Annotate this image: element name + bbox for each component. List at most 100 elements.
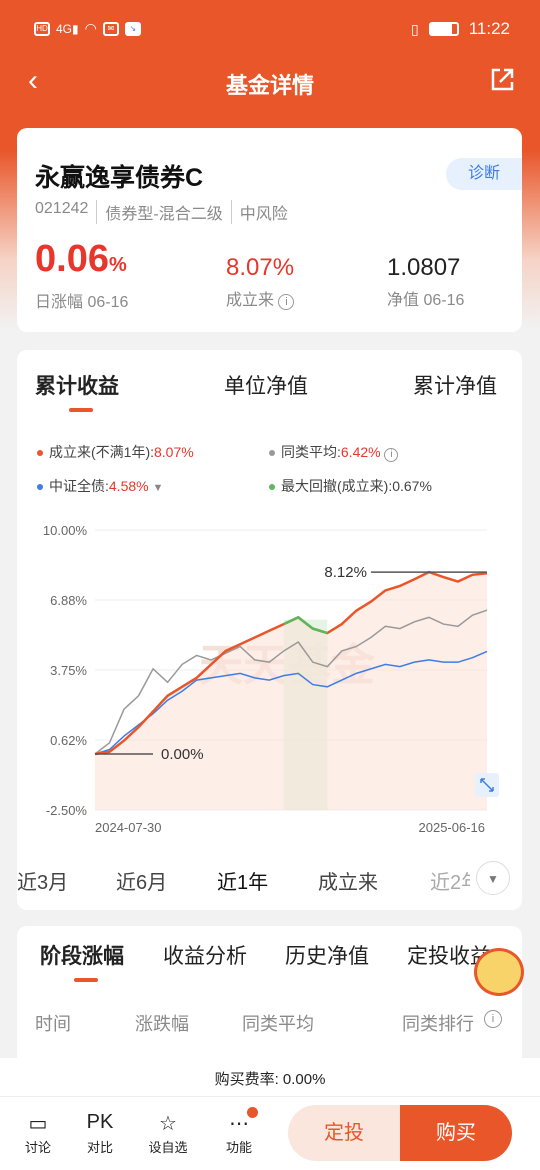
fund-name: 永赢逸享债券C bbox=[35, 164, 204, 192]
nav-bar: ‹ 基金详情 bbox=[0, 58, 540, 104]
more-ranges-button[interactable]: ▼ bbox=[476, 861, 510, 895]
functions-button[interactable]: ⋯ 功能 bbox=[214, 1107, 264, 1156]
daily-change-stat: 0.06% 日涨幅 06-16 bbox=[35, 240, 128, 312]
chat-icon: ▭ bbox=[28, 1113, 48, 1135]
range-since[interactable]: 成立来 bbox=[318, 872, 378, 894]
fund-risk: 中风险 bbox=[230, 200, 296, 224]
star-icon: ☆ bbox=[159, 1113, 177, 1135]
legend-item-index[interactable]: 中证全债:4.58% ▼ bbox=[37, 476, 163, 496]
info-icon[interactable]: i bbox=[384, 448, 399, 462]
legend-value: 8.07% bbox=[154, 444, 194, 460]
peak-annotation: 8.12% bbox=[324, 564, 367, 581]
legend-value: 6.42% bbox=[340, 444, 381, 460]
compare-label: 对比 bbox=[86, 1140, 113, 1155]
bottom-panel: 购买费率: 0.00% ▭ 讨论 PK 对比 ☆ 设自选 ⋯ 功能 定投 购买 bbox=[0, 1058, 540, 1170]
nav-stat: 1.0807 净值 06-16 bbox=[387, 254, 464, 310]
legend-label: 成立来(不满1年): bbox=[49, 444, 154, 460]
x-tick-label: 2025-06-16 bbox=[419, 820, 486, 835]
tab-dingtou-return[interactable]: 定投收益 bbox=[407, 945, 491, 968]
add-watchlist-label: 设自选 bbox=[148, 1140, 188, 1155]
x-tick-label: 2024-07-30 bbox=[95, 820, 162, 835]
back-icon[interactable]: ‹ bbox=[28, 64, 38, 97]
fund-type: 债券型-混合二级 bbox=[96, 200, 230, 224]
tab-return-analysis[interactable]: 收益分析 bbox=[163, 945, 247, 968]
notification-dot bbox=[247, 1107, 258, 1118]
info-icon[interactable]: i bbox=[484, 1010, 502, 1028]
y-tick-label: 0.62% bbox=[50, 733, 87, 748]
fund-code: 021242 bbox=[35, 200, 89, 217]
col-rank: 同类排行 bbox=[402, 1014, 474, 1034]
signal-icon: 4G▮ bbox=[56, 21, 79, 36]
legend-item-fund: 成立来(不满1年):8.07% bbox=[37, 442, 194, 462]
compare-button[interactable]: PK 对比 bbox=[75, 1111, 125, 1156]
daily-change-unit: % bbox=[108, 254, 127, 276]
clock: 11:22 bbox=[468, 19, 510, 38]
pk-icon: PK bbox=[86, 1111, 114, 1133]
wifi-icon: ◠ bbox=[84, 20, 97, 36]
fund-meta: 021242 债券型-混合二级 中风险 bbox=[35, 200, 296, 224]
nav-label: 净值 06-16 bbox=[387, 292, 465, 309]
return-chart[interactable]: 天天基金 10.00%6.88%3.75%0.62%-2.50%2024-07-… bbox=[17, 500, 522, 850]
tab-stage-return[interactable]: 阶段涨幅 bbox=[40, 945, 124, 968]
range-3m[interactable]: 近3月 bbox=[17, 872, 69, 894]
chart-tabs: 累计收益 单位净值 累计净值 bbox=[17, 370, 522, 406]
period-card: 阶段涨幅 收益分析 历史净值 定投收益 时间 涨跌幅 同类平均 同类排行 i bbox=[17, 926, 522, 1066]
drawdown-line bbox=[283, 615, 328, 635]
tab-cumulative-nav[interactable]: 累计净值 bbox=[413, 375, 497, 398]
vibrate-icon: ▯ bbox=[411, 20, 419, 37]
legend-item-drawdown: 最大回撤(成立来):0.67% bbox=[269, 476, 432, 496]
mail-icon: ✉ bbox=[102, 21, 119, 36]
since-inception-value: 8.07% bbox=[226, 254, 295, 281]
legend-value: 0.67% bbox=[392, 478, 432, 494]
range-1y[interactable]: 近1年 bbox=[217, 872, 269, 894]
app-icon: ↘ bbox=[124, 21, 141, 36]
legend-label: 同类平均: bbox=[281, 444, 341, 460]
series-line-index bbox=[94, 650, 488, 755]
tab-underline bbox=[69, 408, 93, 412]
since-inception-stat: 8.07% 成立来 i bbox=[226, 254, 295, 310]
fee-text: 购买费率: 0.00% bbox=[214, 1071, 326, 1088]
discuss-button[interactable]: ▭ 讨论 bbox=[13, 1111, 63, 1156]
daily-change-label: 日涨幅 06-16 bbox=[35, 294, 129, 311]
tab-history-nav[interactable]: 历史净值 bbox=[285, 945, 369, 968]
y-tick-label: -2.50% bbox=[46, 803, 88, 818]
caret-down-icon[interactable]: ▼ bbox=[152, 482, 164, 494]
tab-underline bbox=[74, 978, 98, 982]
buy-button[interactable]: 购买 bbox=[400, 1105, 512, 1161]
expand-arrows bbox=[480, 778, 494, 792]
y-tick-label: 10.00% bbox=[43, 523, 88, 538]
nav-value: 1.0807 bbox=[387, 254, 461, 281]
y-tick-label: 6.88% bbox=[50, 593, 87, 608]
y-tick-label: 3.75% bbox=[50, 663, 87, 678]
legend-value: 4.58% bbox=[108, 478, 149, 494]
diagnose-button[interactable]: 诊断 bbox=[446, 158, 522, 190]
since-inception-label: 成立来 bbox=[226, 292, 275, 309]
legend-label: 中证全债: bbox=[49, 478, 109, 494]
mascot-icon[interactable] bbox=[474, 948, 524, 996]
range-selector: 近3月 近6月 近1年 成立来 近2年 bbox=[0, 848, 522, 910]
info-icon[interactable]: i bbox=[278, 294, 295, 310]
tab-unit-nav[interactable]: 单位净值 bbox=[224, 375, 308, 398]
tab-cumulative-return[interactable]: 累计收益 bbox=[35, 375, 119, 398]
fund-area bbox=[95, 572, 487, 810]
start-annotation: 0.00% bbox=[161, 746, 204, 763]
col-peer-avg: 同类平均 bbox=[242, 1014, 314, 1034]
col-change: 涨跌幅 bbox=[135, 1014, 189, 1034]
dingtou-button[interactable]: 定投 bbox=[288, 1105, 400, 1161]
bottom-action-bar: ▭ 讨论 PK 对比 ☆ 设自选 ⋯ 功能 定投 购买 bbox=[0, 1096, 540, 1170]
range-2y[interactable]: 近2年 bbox=[430, 872, 470, 894]
legend-label: 最大回撤(成立来): bbox=[281, 478, 393, 494]
page-title: 基金详情 bbox=[225, 73, 314, 98]
legend-item-peer-avg: 同类平均:6.42% i bbox=[269, 442, 399, 462]
add-watchlist-button[interactable]: ☆ 设自选 bbox=[143, 1111, 193, 1156]
functions-label: 功能 bbox=[225, 1140, 252, 1155]
fund-summary-card: 永赢逸享债券C 诊断 021242 债券型-混合二级 中风险 0.06% 日涨幅… bbox=[17, 128, 522, 332]
status-bar: HD 4G▮ ◠ ✉ ↘ ▯ 11:22 bbox=[0, 0, 540, 58]
share-icon[interactable] bbox=[488, 66, 516, 94]
discuss-label: 讨论 bbox=[24, 1140, 51, 1155]
range-selected-bg bbox=[193, 848, 295, 910]
col-time: 时间 bbox=[35, 1014, 71, 1034]
more-dots-icon: ⋯ bbox=[229, 1113, 249, 1135]
range-6m[interactable]: 近6月 bbox=[116, 872, 168, 894]
daily-change-value: 0.06 bbox=[35, 238, 109, 280]
